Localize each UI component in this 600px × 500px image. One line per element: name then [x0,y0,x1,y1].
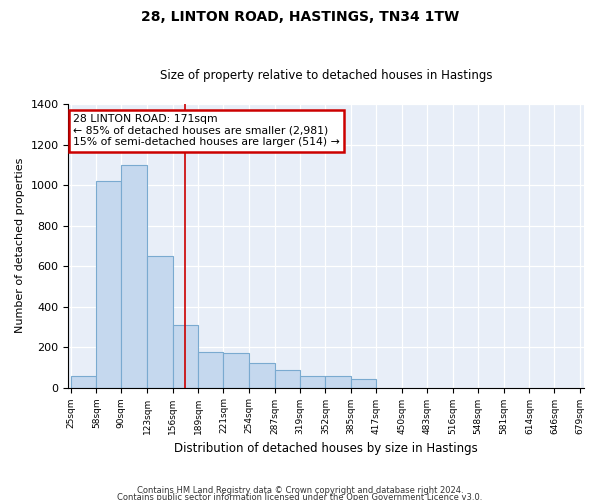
Bar [249,364,275,388]
Bar [71,376,97,388]
Bar [97,181,121,388]
Text: Contains HM Land Registry data © Crown copyright and database right 2024.: Contains HM Land Registry data © Crown c… [137,486,463,495]
Bar [173,325,199,388]
Bar [223,353,249,388]
Bar [121,165,147,388]
Bar [275,370,300,388]
Bar [351,380,376,388]
X-axis label: Distribution of detached houses by size in Hastings: Distribution of detached houses by size … [175,442,478,455]
Bar [147,256,173,388]
Text: 28, LINTON ROAD, HASTINGS, TN34 1TW: 28, LINTON ROAD, HASTINGS, TN34 1TW [141,10,459,24]
Bar [300,376,325,388]
Text: Contains public sector information licensed under the Open Government Licence v3: Contains public sector information licen… [118,494,482,500]
Title: Size of property relative to detached houses in Hastings: Size of property relative to detached ho… [160,69,493,82]
Bar [325,376,351,388]
Bar [199,352,223,388]
Text: 28 LINTON ROAD: 171sqm
← 85% of detached houses are smaller (2,981)
15% of semi-: 28 LINTON ROAD: 171sqm ← 85% of detached… [73,114,340,148]
Y-axis label: Number of detached properties: Number of detached properties [15,158,25,334]
